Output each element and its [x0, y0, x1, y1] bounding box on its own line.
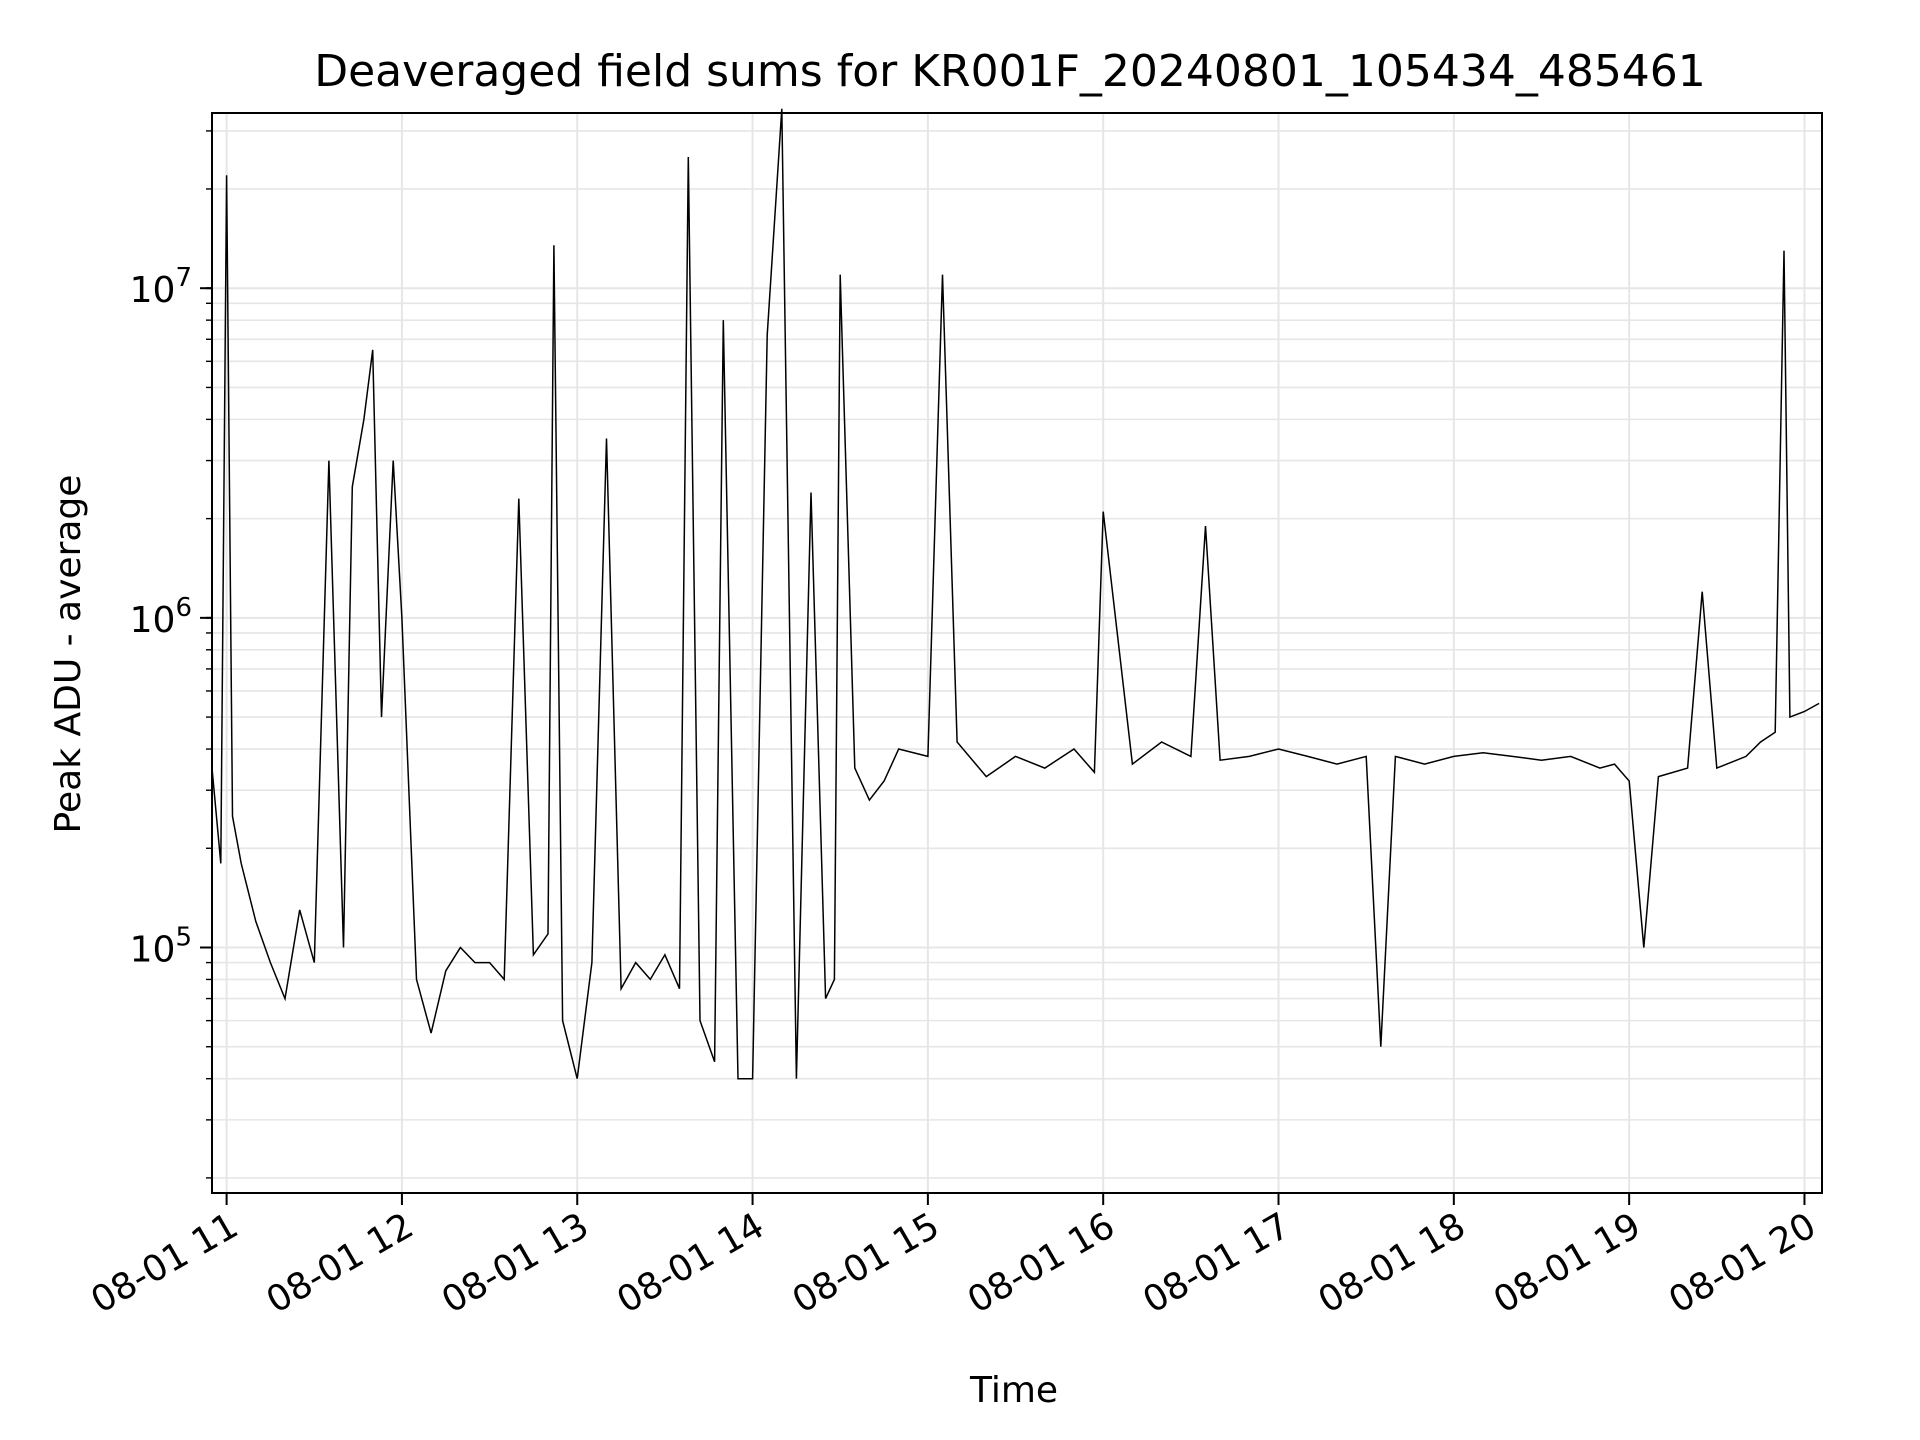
x-tick-label: 08-01 13 [435, 1205, 596, 1321]
x-tick-label: 08-01 14 [610, 1205, 771, 1321]
x-tick-label: 08-01 11 [84, 1205, 245, 1321]
y-tick-label: 106 [130, 593, 192, 641]
x-tick-label: 08-01 16 [961, 1205, 1122, 1321]
plot-frame [211, 112, 1823, 1194]
x-tick-label: 08-01 19 [1487, 1205, 1648, 1321]
series-line [211, 108, 1820, 1080]
x-tick-label: 08-01 12 [260, 1205, 421, 1321]
grid [212, 113, 1822, 1193]
x-tick-label: 08-01 20 [1662, 1205, 1823, 1321]
x-tick-label: 08-01 17 [1136, 1205, 1297, 1321]
x-tick-label: 08-01 15 [786, 1205, 947, 1321]
y-tick-label: 105 [130, 923, 192, 971]
x-tick-label: 08-01 18 [1312, 1205, 1473, 1321]
series-layer [211, 108, 1820, 1080]
y-tick-label: 107 [130, 263, 192, 311]
x-axis-title: Time [969, 1370, 1058, 1411]
y-axis-title: Peak ADU - average [48, 475, 89, 834]
chart-title: Deaveraged field sums for KR001F_2024080… [314, 46, 1706, 97]
